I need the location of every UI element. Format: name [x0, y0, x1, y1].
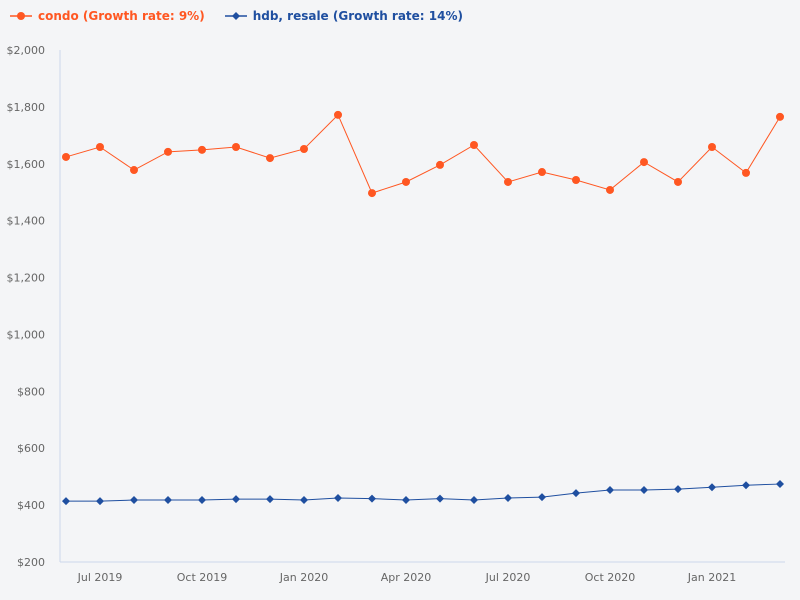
- y-tick-label: $1,400: [7, 215, 46, 228]
- data-point: [674, 177, 682, 186]
- data-point: [62, 497, 70, 506]
- data-point: [62, 152, 70, 161]
- data-point: [164, 495, 172, 504]
- x-tick-label: Jan 2021: [687, 571, 736, 584]
- x-tick-label: Oct 2019: [177, 571, 228, 584]
- data-point: [368, 189, 376, 198]
- y-tick-label: $2,000: [7, 44, 46, 57]
- data-point: [436, 494, 444, 503]
- data-point: [708, 483, 716, 492]
- data-point: [130, 166, 138, 175]
- circle-marker-icon: [10, 12, 32, 20]
- data-point: [776, 480, 784, 489]
- data-point: [334, 110, 342, 119]
- y-tick-label: $1,200: [7, 272, 46, 285]
- data-point: [708, 142, 716, 151]
- diamond-marker-icon: [224, 12, 247, 20]
- x-tick-label: Oct 2020: [585, 571, 636, 584]
- legend-label-hdb: hdb, resale (Growth rate: 14%): [252, 9, 463, 23]
- y-tick-label: $1,000: [7, 328, 46, 341]
- data-point: [640, 486, 648, 495]
- legend-item-hdb[interactable]: hdb, resale (Growth rate: 14%): [224, 9, 463, 23]
- data-point: [368, 494, 376, 503]
- y-tick-label: $400: [17, 499, 45, 512]
- data-point: [572, 489, 580, 498]
- data-point: [96, 497, 104, 506]
- data-point: [470, 141, 478, 150]
- data-point: [266, 495, 274, 504]
- y-tick-label: $200: [17, 556, 45, 569]
- data-point: [470, 495, 478, 504]
- y-tick-label: $1,800: [7, 101, 46, 114]
- data-point: [640, 158, 648, 167]
- data-point: [538, 493, 546, 502]
- data-point: [130, 495, 138, 504]
- data-point: [402, 495, 410, 504]
- data-point: [198, 495, 206, 504]
- series-line-1: [66, 483, 781, 502]
- data-point: [266, 154, 274, 163]
- legend-item-condo[interactable]: condo (Growth rate: 9%): [10, 9, 205, 23]
- data-point: [742, 481, 750, 490]
- data-point: [776, 112, 784, 121]
- data-point: [232, 142, 240, 151]
- data-point: [334, 494, 342, 502]
- y-tick-label: $1,600: [7, 158, 46, 171]
- data-point: [232, 495, 240, 504]
- data-point: [606, 185, 614, 194]
- data-point: [606, 486, 614, 495]
- data-point: [504, 494, 512, 502]
- legend: condo (Growth rate: 9%) hdb, resale (Gro…: [10, 9, 463, 23]
- data-point: [674, 485, 682, 494]
- x-tick-label: Apr 2020: [381, 571, 432, 584]
- data-point: [572, 175, 580, 184]
- data-point: [300, 495, 308, 504]
- x-tick-label: Jul 2019: [77, 571, 123, 584]
- x-tick-label: Jan 2020: [279, 571, 328, 584]
- data-point: [436, 160, 444, 169]
- data-point: [164, 147, 172, 156]
- data-point: [402, 177, 410, 186]
- data-point: [538, 168, 546, 177]
- legend-label-condo: condo (Growth rate: 9%): [38, 9, 205, 23]
- y-tick-label: $800: [17, 385, 45, 398]
- x-tick-label: Jul 2020: [485, 571, 531, 584]
- data-point: [96, 142, 104, 151]
- y-tick-label: $600: [17, 442, 45, 455]
- data-point: [300, 144, 308, 153]
- data-point: [198, 145, 206, 154]
- data-point: [742, 168, 750, 177]
- series-line-0: [65, 113, 781, 194]
- data-point: [504, 177, 512, 186]
